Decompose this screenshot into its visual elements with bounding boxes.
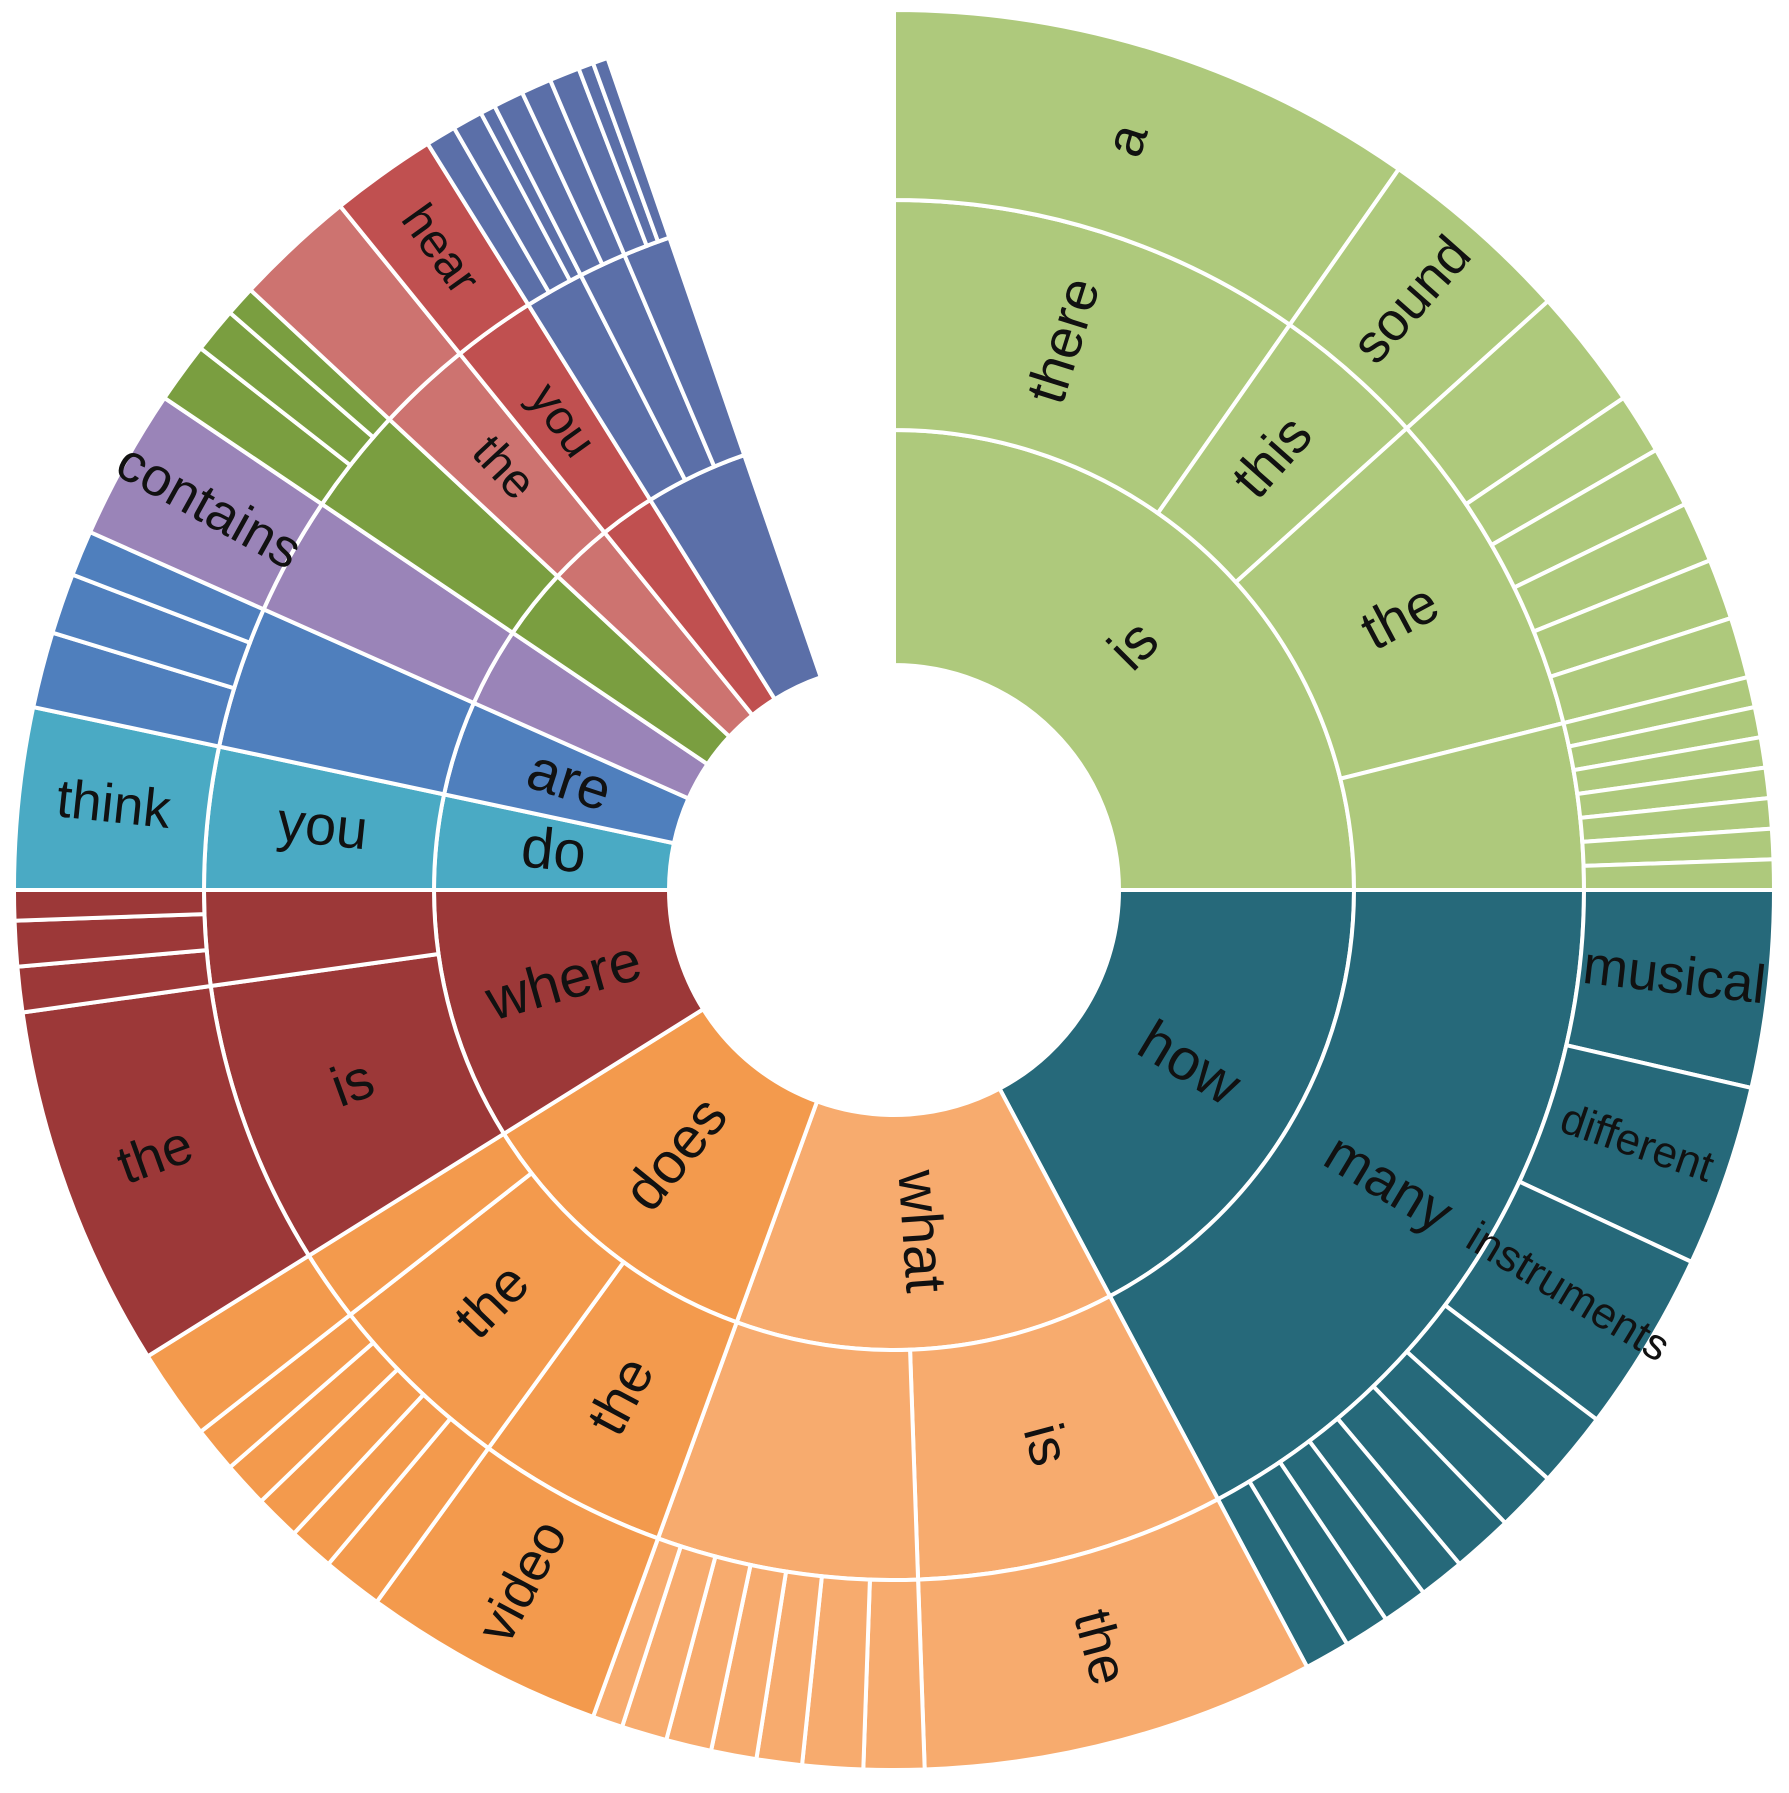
label-ring2-you: you bbox=[274, 789, 370, 861]
label-ring1-do: do bbox=[518, 814, 589, 885]
segment-ring3-segment bbox=[1581, 857, 1777, 892]
segment-ring3-segment bbox=[861, 1577, 927, 1772]
segment-ring3-segment bbox=[590, 55, 672, 245]
label-ring3-think: think bbox=[54, 768, 175, 840]
label-ring1-what: what bbox=[885, 1167, 958, 1295]
segment-ring3-segment bbox=[11, 888, 207, 923]
sunburst-segments bbox=[11, 7, 1777, 1772]
